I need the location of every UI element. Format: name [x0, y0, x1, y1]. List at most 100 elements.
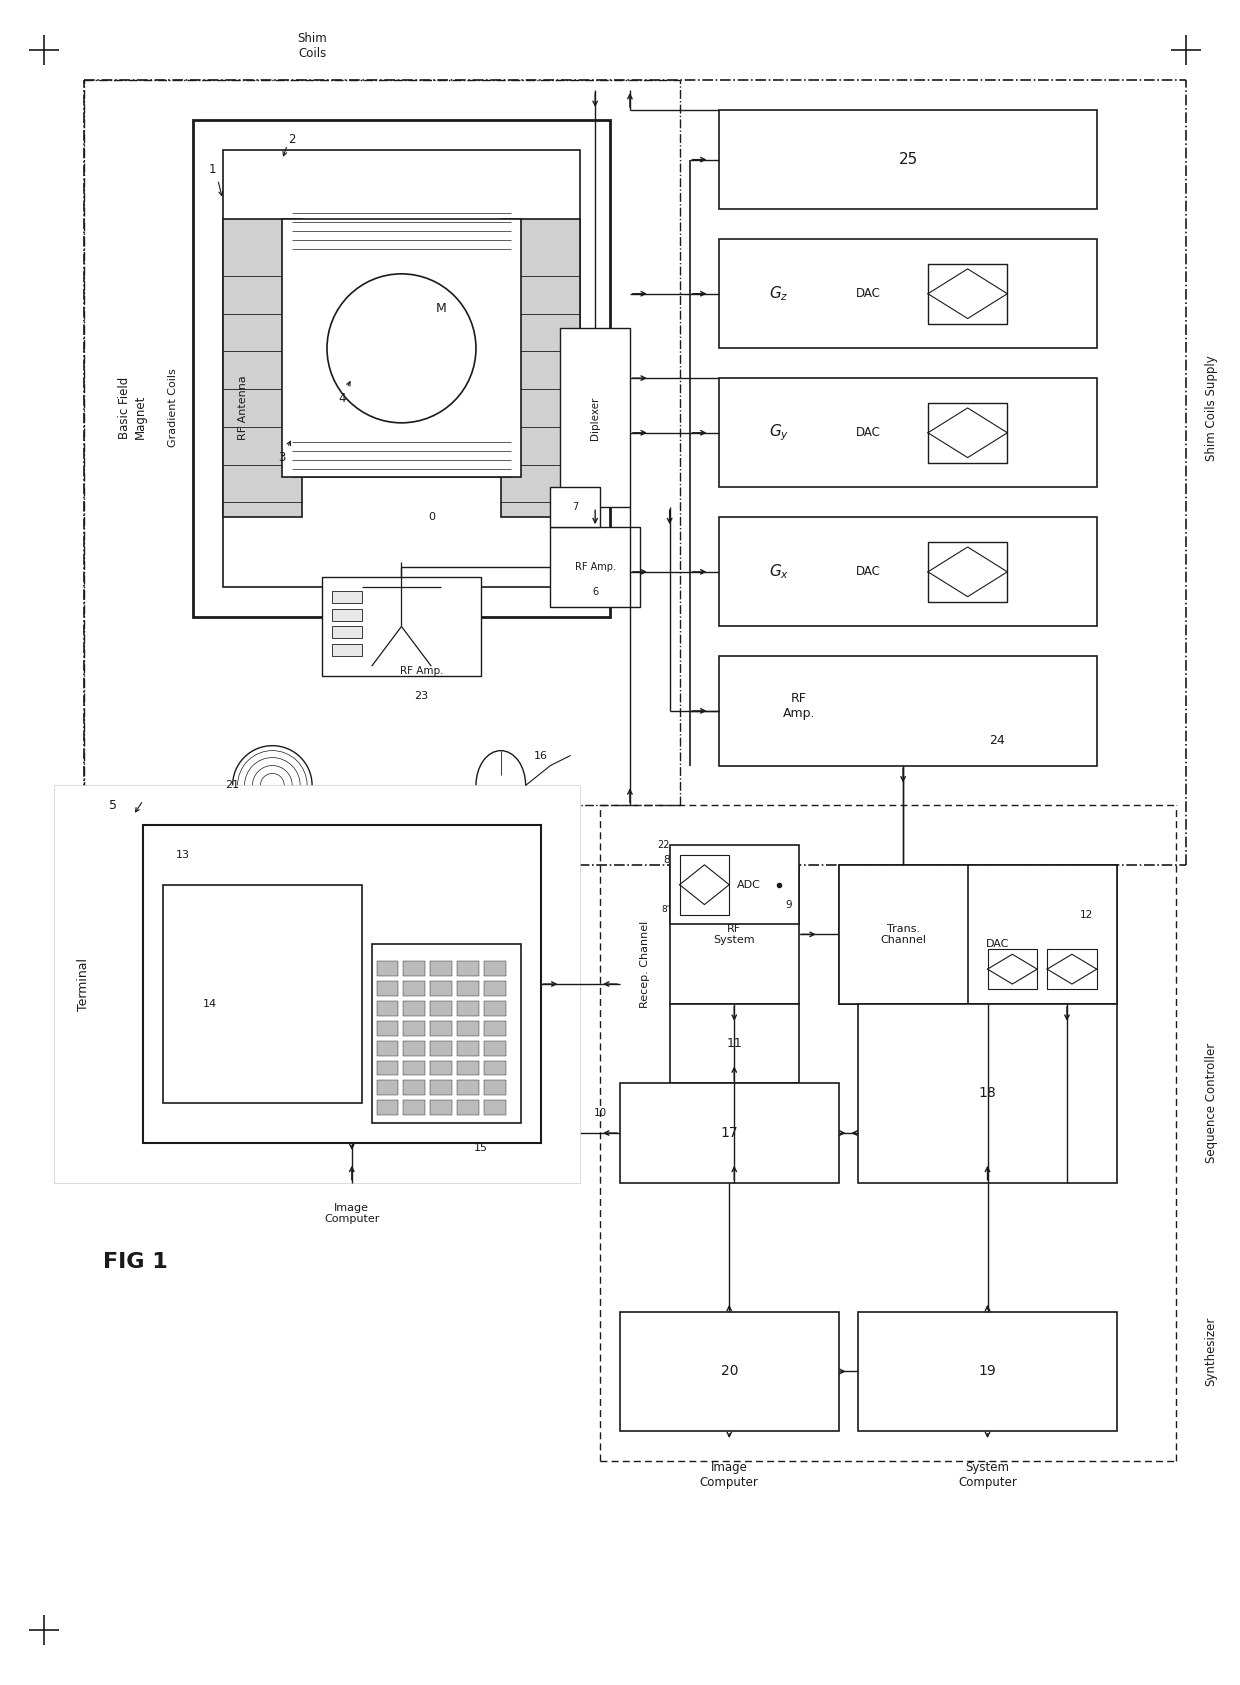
- Text: Shim
Coils: Shim Coils: [298, 32, 327, 61]
- Bar: [501, 219, 580, 517]
- Text: 22: 22: [657, 841, 670, 849]
- Bar: [458, 1100, 479, 1115]
- Bar: [377, 1080, 398, 1095]
- Bar: [403, 1060, 425, 1075]
- Text: Sequence Controller: Sequence Controller: [1204, 1043, 1218, 1163]
- Bar: [403, 981, 425, 996]
- Bar: [403, 1080, 425, 1095]
- Bar: [458, 1080, 479, 1095]
- Bar: [484, 1080, 506, 1095]
- Text: RF
Amp.: RF Amp.: [782, 693, 815, 719]
- Text: 10: 10: [594, 1109, 606, 1119]
- Text: 18: 18: [978, 1087, 997, 1100]
- Bar: [1047, 949, 1096, 989]
- Text: $G_x$: $G_x$: [769, 563, 789, 581]
- Bar: [719, 517, 1096, 627]
- Bar: [967, 864, 1117, 1004]
- Text: 15: 15: [474, 1142, 489, 1153]
- Bar: [928, 543, 1007, 602]
- Bar: [223, 150, 580, 586]
- Bar: [403, 1001, 425, 1016]
- Bar: [719, 239, 1096, 349]
- Bar: [403, 960, 425, 976]
- Bar: [403, 1100, 425, 1115]
- Text: RF Antenna: RF Antenna: [238, 376, 248, 440]
- Bar: [551, 527, 640, 607]
- Text: 20: 20: [720, 1365, 738, 1378]
- Bar: [377, 1041, 398, 1055]
- Bar: [430, 1021, 453, 1036]
- Bar: [377, 1001, 398, 1016]
- Text: 11: 11: [727, 1038, 742, 1050]
- Bar: [551, 487, 600, 527]
- Bar: [987, 949, 1037, 989]
- Bar: [484, 1060, 506, 1075]
- Text: 19: 19: [978, 1365, 997, 1378]
- Text: Synthesizer: Synthesizer: [1204, 1318, 1218, 1387]
- Bar: [403, 1021, 425, 1036]
- Bar: [719, 110, 1096, 209]
- Text: 0: 0: [428, 512, 435, 522]
- Bar: [458, 1001, 479, 1016]
- Text: 8': 8': [661, 905, 670, 913]
- Bar: [332, 644, 362, 655]
- Bar: [484, 1001, 506, 1016]
- Text: DAC: DAC: [856, 426, 880, 440]
- Text: Shim Coils Supply: Shim Coils Supply: [1204, 356, 1218, 460]
- Text: 6: 6: [593, 586, 598, 596]
- Bar: [430, 1080, 453, 1095]
- Text: Trans.
Channel: Trans. Channel: [880, 923, 926, 945]
- Bar: [484, 960, 506, 976]
- Text: RF Amp.: RF Amp.: [399, 666, 443, 676]
- Bar: [430, 1060, 453, 1075]
- Text: 23: 23: [414, 691, 428, 701]
- Text: DAC: DAC: [856, 286, 880, 300]
- Bar: [670, 1004, 799, 1083]
- Bar: [372, 944, 521, 1124]
- Bar: [719, 655, 1096, 765]
- Bar: [928, 265, 1007, 324]
- Text: 3: 3: [279, 452, 286, 463]
- Text: $G_y$: $G_y$: [769, 423, 789, 443]
- Bar: [332, 627, 362, 639]
- Text: Diplexer: Diplexer: [590, 396, 600, 440]
- Bar: [458, 1041, 479, 1055]
- Bar: [377, 981, 398, 996]
- Bar: [193, 120, 610, 617]
- Text: 25: 25: [899, 152, 918, 167]
- Bar: [680, 854, 729, 915]
- Bar: [164, 885, 362, 1104]
- Text: 9: 9: [786, 900, 792, 910]
- Bar: [332, 608, 362, 620]
- Bar: [53, 785, 580, 1183]
- Bar: [858, 1004, 1117, 1183]
- Bar: [858, 1313, 1117, 1431]
- Text: Image
Computer: Image Computer: [324, 1203, 379, 1225]
- Bar: [403, 1041, 425, 1055]
- Bar: [322, 576, 481, 676]
- Bar: [458, 1060, 479, 1075]
- Bar: [484, 1100, 506, 1115]
- Text: Basic Field
Magnet: Basic Field Magnet: [118, 377, 146, 440]
- Text: DAC: DAC: [986, 939, 1009, 949]
- Bar: [377, 1100, 398, 1115]
- Text: 4: 4: [339, 391, 346, 404]
- Bar: [332, 591, 362, 603]
- Bar: [377, 1060, 398, 1075]
- Bar: [670, 844, 799, 925]
- Bar: [838, 864, 967, 1004]
- Bar: [144, 826, 541, 1142]
- Text: 5: 5: [109, 799, 118, 812]
- Text: 16: 16: [533, 750, 548, 760]
- Bar: [458, 960, 479, 976]
- Text: Gradient Coils: Gradient Coils: [169, 369, 179, 447]
- Text: 14: 14: [203, 999, 217, 1009]
- Bar: [458, 1021, 479, 1036]
- Bar: [928, 403, 1007, 463]
- Bar: [484, 1021, 506, 1036]
- Bar: [223, 219, 303, 517]
- Text: 8: 8: [663, 854, 670, 864]
- Text: System
Computer: System Computer: [959, 1461, 1017, 1490]
- Text: ADC: ADC: [738, 880, 761, 890]
- Text: Recep. Channel: Recep. Channel: [640, 920, 650, 1008]
